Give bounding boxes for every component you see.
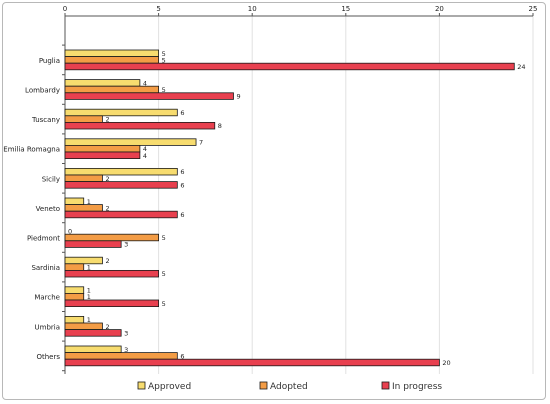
category-label-puglia: Puglia [39, 57, 60, 65]
bar-tuscany-approved [64, 108, 178, 117]
bar-veneto-approved [64, 197, 85, 205]
legend: Approved Adopted In progress [137, 381, 442, 392]
bar-emilia-romagna-adopted [64, 144, 141, 153]
value-label-sicily-in-progress: 6 [180, 181, 184, 189]
category-label-others: Others [36, 353, 60, 361]
value-label-sardinia-in-progress: 5 [162, 270, 166, 278]
value-label-veneto-in-progress: 6 [180, 211, 184, 219]
bar-marche-in-progress [64, 299, 159, 307]
bars [64, 49, 515, 367]
category-label-marche: Marche [34, 294, 60, 302]
value-label-veneto-approved: 1 [87, 198, 91, 206]
legend-label-adopted: Adopted [270, 382, 308, 392]
bar-emilia-romagna-approved [64, 138, 197, 146]
bar-tuscany-adopted [64, 115, 103, 123]
value-label-tuscany-in-progress: 8 [218, 122, 222, 130]
bar-tuscany-in-progress [64, 122, 216, 130]
bar-others-adopted [64, 352, 178, 360]
x-tick-label-10: 10 [248, 5, 257, 13]
bar-lombardy-in-progress [64, 92, 234, 100]
bar-emilia-romagna-in-progress [64, 151, 141, 159]
category-label-veneto: Veneto [36, 205, 60, 213]
bar-others-approved [64, 345, 122, 353]
value-label-tuscany-adopted: 2 [105, 116, 109, 124]
bar-sardinia-in-progress [64, 269, 159, 278]
bar-veneto-adopted [64, 204, 103, 212]
category-label-lombardy: Lombardy [25, 87, 60, 95]
value-label-emilia-romagna-adopted: 4 [143, 145, 147, 153]
legend-label-approved: Approved [148, 382, 191, 392]
value-label-umbria-adopted: 2 [105, 323, 109, 331]
legend-swatch-in-progress [381, 381, 390, 390]
value-label-lombardy-approved: 4 [143, 79, 147, 87]
bar-piedmont-adopted [64, 233, 159, 242]
value-label-lombardy-adopted: 5 [162, 86, 166, 94]
bar-puglia-approved [64, 49, 159, 57]
bar-puglia-adopted [64, 56, 159, 64]
grid-lines [158, 16, 534, 374]
value-label-others-approved: 3 [124, 346, 128, 354]
value-label-sicily-approved: 6 [180, 168, 184, 176]
bar-umbria-in-progress [64, 329, 122, 337]
legend-swatch-approved [137, 381, 146, 390]
value-label-piedmont-approved: 0 [68, 227, 72, 235]
bar-umbria-approved [64, 315, 85, 324]
bar-sicily-approved [64, 167, 178, 176]
value-label-piedmont-adopted: 5 [162, 234, 166, 242]
value-label-sardinia-adopted: 1 [87, 264, 91, 272]
value-label-others-in-progress: 20 [442, 359, 450, 367]
value-label-puglia-in-progress: 24 [517, 63, 525, 71]
bar-sicily-adopted [64, 174, 103, 182]
x-tick-label-15: 15 [341, 5, 350, 13]
category-label-sicily: Sicily [42, 175, 60, 183]
bar-puglia-in-progress [64, 62, 515, 71]
bar-sardinia-adopted [64, 263, 85, 271]
value-label-veneto-adopted: 2 [105, 204, 109, 212]
value-label-marche-adopted: 1 [87, 293, 91, 301]
category-label-tuscany: Tuscany [31, 116, 60, 124]
bar-others-in-progress [64, 358, 440, 367]
value-label-emilia-romagna-in-progress: 4 [143, 152, 147, 160]
value-label-lombardy-in-progress: 9 [236, 93, 240, 101]
value-label-sicily-adopted: 2 [105, 175, 109, 183]
category-label-piedmont: Piedmont [27, 235, 60, 243]
bar-umbria-adopted [64, 322, 103, 330]
x-tick-label-20: 20 [435, 5, 444, 13]
x-tick-label-5: 5 [156, 5, 160, 13]
category-label-emilia-romagna: Emilia Romagna [3, 146, 60, 154]
bar-marche-adopted [64, 292, 85, 301]
x-tick-label-0: 0 [63, 5, 67, 13]
bar-lombardy-approved [64, 79, 141, 87]
legend-label-in-progress: In progress [392, 382, 442, 392]
value-label-marche-in-progress: 5 [162, 300, 166, 308]
bar-sardinia-approved [64, 256, 103, 265]
bar-sicily-in-progress [64, 181, 178, 189]
bar-piedmont-in-progress [64, 240, 122, 248]
bar-marche-approved [64, 286, 85, 294]
category-label-sardinia: Sardinia [31, 264, 60, 272]
x-tick-label-25: 25 [529, 5, 538, 13]
value-label-others-adopted: 6 [180, 352, 184, 360]
legend-swatch-adopted [259, 381, 268, 390]
value-label-sardinia-approved: 2 [105, 257, 109, 265]
value-label-puglia-approved: 5 [162, 50, 166, 58]
value-label-tuscany-approved: 6 [180, 109, 184, 117]
value-label-marche-approved: 1 [87, 287, 91, 295]
value-label-puglia-adopted: 5 [162, 56, 166, 64]
bar-veneto-in-progress [64, 210, 178, 219]
value-label-emilia-romagna-approved: 7 [199, 139, 203, 147]
value-label-piedmont-in-progress: 3 [124, 241, 128, 249]
value-label-umbria-in-progress: 3 [124, 329, 128, 337]
value-label-umbria-approved: 1 [87, 316, 91, 324]
category-label-umbria: Umbria [35, 323, 61, 331]
